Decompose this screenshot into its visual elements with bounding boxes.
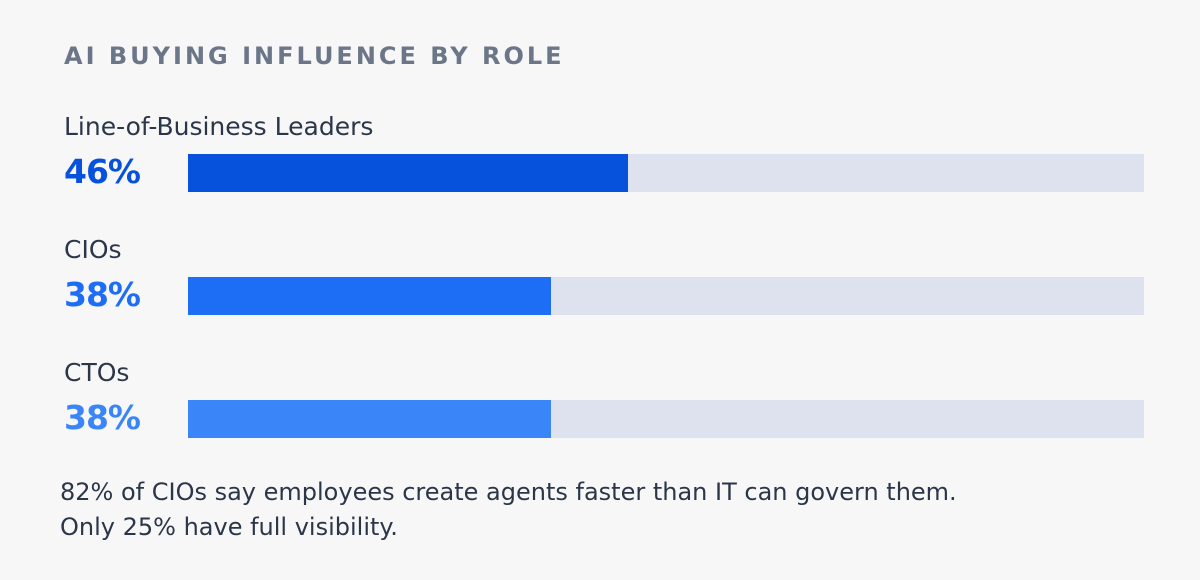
- footnote-line-2: Only 25% have full visibility.: [60, 513, 398, 541]
- bar-label-cios: CIOs: [64, 235, 122, 264]
- bar-ctos: [188, 400, 552, 438]
- bar-row-cios: CIOs 38%: [0, 235, 1200, 335]
- bar-lob: [188, 154, 628, 192]
- bar-row-lob: Line-of-Business Leaders 46%: [0, 112, 1200, 212]
- bar-value-lob: 46%: [64, 152, 141, 191]
- bar-cios: [188, 277, 552, 315]
- bar-row-ctos: CTOs 38%: [0, 358, 1200, 458]
- bar-value-ctos: 38%: [64, 398, 141, 437]
- footnote-line-1: 82% of CIOs say employees create agents …: [60, 478, 957, 506]
- bar-track-ctos: [188, 400, 1144, 438]
- bar-label-lob: Line-of-Business Leaders: [64, 112, 374, 141]
- bar-track-lob: [188, 154, 1144, 192]
- bar-track-cios: [188, 277, 1144, 315]
- bar-value-cios: 38%: [64, 275, 141, 314]
- bar-label-ctos: CTOs: [64, 358, 130, 387]
- chart-title: AI BUYING INFLUENCE BY ROLE: [64, 42, 565, 70]
